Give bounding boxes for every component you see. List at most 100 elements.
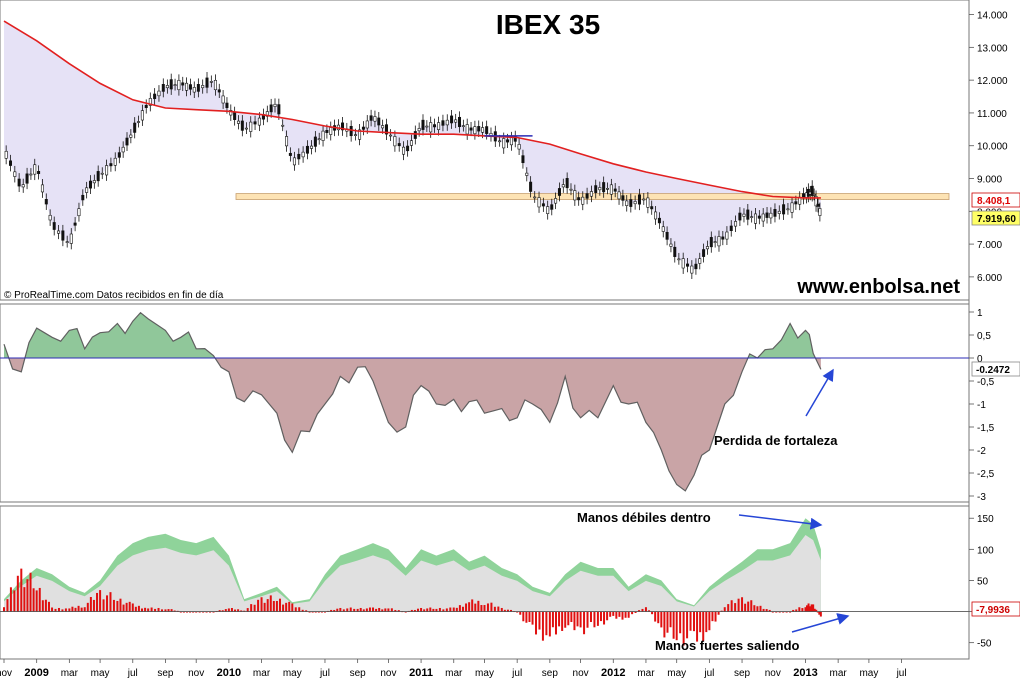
strong-hands-bar [522,611,525,622]
vol-value-label: -7,9936 [976,605,1010,616]
strong-hands-bar [368,607,371,612]
candle-body [281,124,285,127]
strong-hands-bar [714,611,717,622]
x-tick-label: jul [319,668,330,679]
x-tick-label: jul [703,668,714,679]
strong-hands-bar [288,601,291,612]
strong-hands-bar [137,605,140,612]
strong-hands-bar [741,597,744,612]
strong-hands-bar [323,611,326,613]
strong-hands-bar [320,611,323,613]
strong-hands-bar [112,599,115,612]
strong-hands-bar [218,610,221,612]
candle-body [738,212,742,221]
strong-hands-bar [102,599,105,612]
strong-hands-bar [9,587,12,612]
candle-body [153,93,157,100]
candle-body [353,134,357,136]
x-tick-label: 2010 [217,667,241,679]
arrow-perdida [805,368,834,417]
strong-hands-bar [38,587,41,612]
strong-hands-bar [164,609,167,612]
candle-body [425,125,429,128]
strong-hands-bar [263,602,266,612]
candle-body [169,79,173,90]
candle-body [445,119,449,126]
strong-hands-bar [6,599,9,612]
strong-hands-bar [198,611,201,613]
strong-hands-bar [753,605,756,612]
strong-hands-bar [150,607,153,612]
strong-hands-bar [545,611,548,636]
candle-body [690,265,694,274]
strong-hands-bar [750,600,753,612]
strong-hands-bar [785,611,788,613]
strong-hands-bar [711,611,714,622]
strong-hands-bar [278,598,281,612]
strong-hands-bar [71,606,74,612]
strong-hands-bar [26,579,29,612]
strong-hands-bar [147,608,150,612]
strong-hands-bar [525,611,528,623]
volume-flow-series-group [0,518,969,646]
candle-body [818,208,822,216]
strong-hands-bar [641,608,644,612]
strong-hands-bar [80,607,83,612]
strong-hands-bar [541,611,544,641]
strong-hands-bar [519,611,522,615]
strong-hands-bar [744,603,747,612]
strong-hands-bar [801,608,804,612]
candle-body [144,105,148,108]
candle-body [725,231,729,240]
candle-body [325,130,329,133]
candle-body [573,190,577,201]
strong-hands-bar [809,606,812,612]
candle-body [786,208,790,211]
candle-body [665,231,669,240]
annotation-perdida: Perdida de fortaleza [714,433,838,448]
candle-body [450,115,454,124]
x-tick-label: may [667,668,686,679]
strong-hands-bar [675,611,678,641]
x-tick-label: sep [542,668,559,679]
candle-body [365,120,369,129]
candle-body [673,246,677,257]
candle-body [8,160,12,166]
candle-body [109,163,113,167]
strong-hands-bar [237,609,240,612]
strong-hands-bar [666,611,669,633]
strong-hands-bar [579,611,582,628]
candle-body [65,241,69,243]
candle-body [606,188,610,190]
candle-body [794,201,798,205]
strong-hands-bar [353,608,356,612]
strong-hands-bar [234,609,237,612]
strong-hands-bar [762,608,765,612]
strong-hands-bar [657,611,660,624]
osc-y-tick-label: 0,5 [977,331,991,342]
x-axis-ticks: nov2009marmayjulsepnov2010marmayjulsepno… [0,659,907,679]
osc-value-box [971,361,1020,377]
candle-body [310,145,314,149]
candle-body [88,180,92,189]
x-tick-label: nov [0,668,12,679]
oscillator-line [3,311,822,492]
strong-hands-bar [375,608,378,612]
strong-hands-bar [795,609,798,612]
strong-hands-bar [170,609,173,612]
candle-body [402,146,406,155]
candle-body [137,121,141,123]
candle-body [173,84,177,86]
strong-hands-bar [240,610,243,612]
candle-body [721,236,725,240]
candle-body [469,127,473,131]
strong-hands-bar [89,596,92,612]
candle-body [321,130,325,141]
strong-hands-bar [86,602,89,612]
strong-hands-bar [195,611,198,613]
candle-body [790,202,794,213]
candle-body [341,122,345,131]
strong-hands-bar [449,607,452,612]
strong-hands-bar [477,600,480,612]
